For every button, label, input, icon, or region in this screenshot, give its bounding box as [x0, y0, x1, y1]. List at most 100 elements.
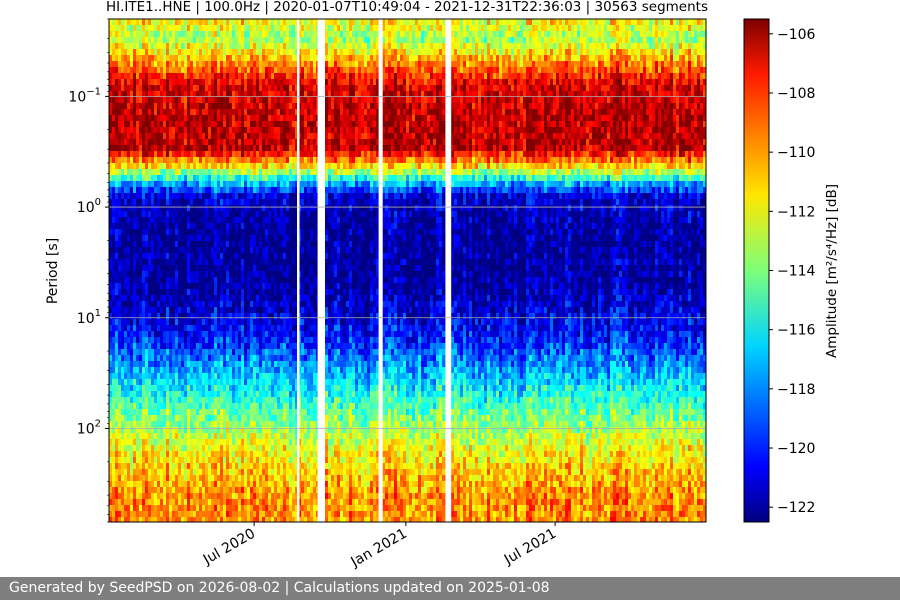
heatmap-cell	[241, 475, 244, 481]
heatmap-cell	[235, 307, 238, 313]
chart-title: HI.ITE1..HNE | 100.0Hz | 2020-01-07T10:4…	[106, 0, 708, 15]
heatmap-cell	[169, 421, 172, 427]
heatmap-cell	[127, 331, 130, 337]
heatmap-cell	[112, 181, 115, 187]
heatmap-cell	[256, 115, 259, 121]
heatmap-cell	[250, 169, 253, 175]
heatmap-cell	[217, 289, 220, 295]
heatmap-cell	[178, 337, 181, 343]
heatmap-cell	[205, 361, 208, 367]
heatmap-cell	[247, 403, 250, 409]
heatmap-cell	[136, 205, 139, 211]
heatmap-cell	[238, 85, 241, 91]
heatmap-cell	[223, 253, 226, 259]
heatmap-cell	[271, 55, 274, 61]
heatmap-cell	[274, 145, 277, 151]
heatmap-cell	[181, 469, 184, 475]
heatmap-cell	[169, 295, 172, 301]
heatmap-cell	[202, 181, 205, 187]
heatmap-cell	[184, 307, 187, 313]
heatmap-column	[181, 19, 184, 522]
heatmap-cell	[145, 385, 148, 391]
heatmap-cell	[199, 103, 202, 109]
heatmap-cell	[214, 157, 217, 163]
heatmap-cell	[175, 43, 178, 49]
heatmap-cell	[181, 37, 184, 43]
heatmap-cell	[223, 379, 226, 385]
heatmap-cell	[283, 319, 286, 325]
heatmap-cell	[130, 403, 133, 409]
heatmap-cell	[196, 325, 199, 331]
heatmap-column	[115, 19, 118, 522]
heatmap-cell	[268, 349, 271, 355]
heatmap-cell	[142, 463, 145, 469]
heatmap-cell	[139, 421, 142, 427]
heatmap-cell	[148, 253, 151, 259]
heatmap-cell	[130, 115, 133, 121]
heatmap-cell	[145, 433, 148, 439]
heatmap-cell	[136, 463, 139, 469]
heatmap-cell	[268, 175, 271, 181]
heatmap-cell	[220, 175, 223, 181]
heatmap-cell	[112, 439, 115, 445]
heatmap-cell	[211, 433, 214, 439]
heatmap-cell	[178, 397, 181, 403]
heatmap-cell	[160, 151, 163, 157]
heatmap-cell	[217, 25, 220, 31]
heatmap-cell	[190, 355, 193, 361]
heatmap-cell	[262, 337, 265, 343]
heatmap-cell	[205, 145, 208, 151]
heatmap-cell	[139, 169, 142, 175]
heatmap-cell	[136, 343, 139, 349]
heatmap-cell	[190, 319, 193, 325]
heatmap-cell	[271, 391, 274, 397]
heatmap-cell	[205, 109, 208, 115]
heatmap-column	[232, 19, 235, 522]
heatmap-cell	[184, 73, 187, 79]
heatmap-cell	[256, 85, 259, 91]
heatmap-cell	[250, 151, 253, 157]
heatmap-cell	[145, 487, 148, 493]
heatmap-cell	[169, 235, 172, 241]
heatmap-cell	[115, 433, 118, 439]
heatmap-cell	[250, 19, 253, 25]
heatmap-cell	[217, 505, 220, 511]
heatmap-cell	[166, 205, 169, 211]
heatmap-cell	[247, 55, 250, 61]
heatmap-cell	[217, 85, 220, 91]
heatmap-cell	[238, 277, 241, 283]
heatmap-cell	[166, 427, 169, 433]
heatmap-cell	[166, 349, 169, 355]
heatmap-cell	[217, 415, 220, 421]
heatmap-cell	[211, 337, 214, 343]
heatmap-cell	[109, 103, 112, 109]
heatmap-cell	[208, 325, 211, 331]
heatmap-cell	[139, 337, 142, 343]
heatmap-cell	[268, 193, 271, 199]
heatmap-cell	[142, 163, 145, 169]
heatmap-cell	[280, 397, 283, 403]
heatmap-cell	[226, 199, 229, 205]
heatmap-cell	[241, 337, 244, 343]
heatmap-cell	[271, 271, 274, 277]
heatmap-cell	[154, 211, 157, 217]
heatmap-cell	[193, 25, 196, 31]
heatmap-cell	[229, 181, 232, 187]
heatmap-cell	[226, 457, 229, 463]
heatmap-cell	[271, 355, 274, 361]
heatmap-cell	[160, 457, 163, 463]
heatmap-cell	[190, 415, 193, 421]
heatmap-cell	[235, 397, 238, 403]
heatmap-cell	[169, 517, 172, 522]
heatmap-cell	[151, 451, 154, 457]
heatmap-cell	[268, 19, 271, 25]
heatmap-cell	[202, 367, 205, 373]
heatmap-cell	[196, 385, 199, 391]
heatmap-cell	[220, 475, 223, 481]
heatmap-cell	[184, 427, 187, 433]
heatmap-cell	[172, 157, 175, 163]
heatmap-cell	[193, 481, 196, 487]
heatmap-cell	[220, 223, 223, 229]
heatmap-cell	[133, 217, 136, 223]
heatmap-cell	[121, 271, 124, 277]
